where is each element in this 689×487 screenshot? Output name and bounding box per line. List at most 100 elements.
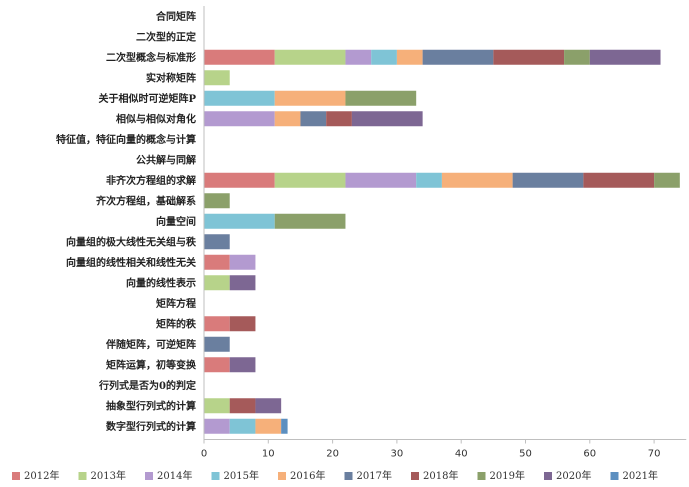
bar-segment (345, 90, 417, 106)
category-label: 特征值，特征向量的概念与计算 (56, 133, 196, 146)
category-label: 矩阵运算，初等变换 (106, 358, 197, 371)
legend-label: 2018年 (423, 469, 458, 482)
bar-segment (204, 70, 230, 86)
category-label: 向量的线性表示 (126, 276, 196, 289)
bar-segment (229, 275, 256, 291)
bar-segment (255, 418, 282, 434)
legend-label: 2012年 (24, 469, 59, 482)
bar-segment (229, 316, 256, 332)
legend-label: 2019年 (490, 469, 525, 482)
bar-segment (255, 398, 282, 414)
bar-segment (204, 193, 230, 209)
bar-segment (204, 357, 230, 373)
bar-segment (204, 172, 275, 188)
bar-segment (204, 316, 230, 332)
category-label: 实对称矩阵 (146, 71, 196, 84)
x-tick-label: 40 (455, 449, 468, 460)
x-tick-label: 60 (583, 449, 596, 460)
bars (204, 49, 680, 434)
legend-swatch (411, 472, 419, 480)
x-tick-label: 70 (648, 449, 661, 460)
bar-segment (229, 254, 256, 270)
category-label: 矩阵方程 (156, 297, 196, 310)
legend: 2012年 2013年 2014年 2015年 2016年 2017年 2018年 2019年… (12, 469, 658, 482)
category-label: 抽象型行列式的计算 (106, 399, 196, 412)
category-label: 合同矩阵 (155, 10, 196, 23)
category-label: 矩阵的秩 (156, 317, 197, 330)
x-tick-labels: 0 10 20 30 40 50 60 70 (201, 449, 661, 460)
bar-segment (441, 172, 513, 188)
legend-swatch (477, 472, 486, 480)
category-label: 向量空间 (156, 215, 196, 228)
category-label: 相似与相似对角化 (116, 112, 196, 125)
bar-segment (204, 49, 275, 65)
bar-segment (204, 111, 275, 127)
x-tick-label: 30 (391, 449, 404, 460)
bar-segment (274, 213, 346, 229)
bar-segment (274, 111, 301, 127)
bar-segment (300, 111, 327, 127)
category-label: 向量组的极大线性无关组与秩 (66, 235, 197, 248)
legend-swatch (78, 472, 87, 480)
category-label: 行列式是否为0的判定 (98, 379, 196, 392)
category-label: 向量组的线性相关和线性无关 (66, 256, 196, 269)
legend-swatch (544, 472, 552, 480)
bar-segment (204, 213, 275, 229)
category-label: 非齐次方程组的求解 (106, 174, 196, 187)
bar-segment (229, 357, 256, 373)
category-label: 二次型的正定 (136, 30, 196, 43)
legend-label: 2013年 (91, 469, 126, 482)
x-tick-label: 50 (519, 449, 532, 460)
category-label: 齐次方程组，基础解系 (96, 194, 196, 207)
bar-segment (229, 398, 256, 414)
bar-segment (204, 336, 230, 352)
bar-segment (583, 172, 655, 188)
category-label: 二次型概念与标准形 (106, 51, 196, 64)
bar-segment (564, 49, 590, 65)
legend-swatch (145, 472, 153, 480)
category-label: 伴随矩阵，可逆矩阵 (105, 338, 196, 351)
bar-segment (345, 172, 417, 188)
bar-segment (422, 49, 494, 65)
legend-label: 2017年 (357, 469, 392, 482)
legend-swatch (610, 472, 619, 480)
legend-swatch (344, 472, 353, 480)
bar-segment (274, 172, 346, 188)
bar-segment (326, 111, 352, 127)
bar-segment (274, 90, 346, 106)
legend-swatch (278, 472, 286, 480)
x-tick-label: 0 (201, 449, 207, 460)
bar-segment (281, 418, 288, 434)
x-tick-label: 20 (326, 449, 339, 460)
bar-segment (589, 49, 661, 65)
bar-segment (204, 275, 230, 291)
bar-segment (512, 172, 584, 188)
legend-label: 2016年 (290, 469, 325, 482)
legend-swatch (12, 472, 20, 480)
bar-segment (229, 418, 256, 434)
bar-segment (204, 398, 230, 414)
bar-segment (274, 49, 346, 65)
bar-segment (493, 49, 565, 65)
legend-label: 2020年 (556, 469, 591, 482)
bar-segment (416, 172, 442, 188)
category-label: 关于相似时可逆矩阵P (98, 92, 196, 105)
bar-segment (351, 111, 423, 127)
bar-segment (204, 418, 230, 434)
bar-segment (396, 49, 423, 65)
legend-swatch (211, 472, 220, 480)
category-label: 公共解与同解 (136, 153, 196, 166)
bar-segment (204, 90, 275, 106)
legend-label: 2015年 (224, 469, 259, 482)
legend-label: 2021年 (623, 469, 658, 482)
bar-segment (654, 172, 680, 188)
category-label: 数字型行列式的计算 (106, 420, 196, 433)
x-tick-label: 10 (262, 449, 275, 460)
bar-segment (371, 49, 397, 65)
x-axis (203, 6, 687, 444)
bar-segment (204, 234, 230, 250)
bar-segment (204, 254, 230, 270)
bar-segment (345, 49, 372, 65)
